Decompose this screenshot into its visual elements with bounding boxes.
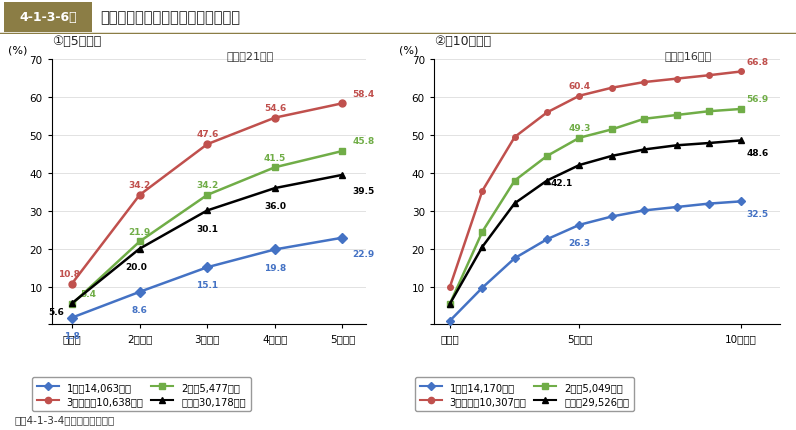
Text: (%): (%) (8, 45, 27, 55)
Text: 8.6: 8.6 (131, 305, 147, 314)
Text: ②　10年以内: ② 10年以内 (434, 35, 491, 48)
Text: 15.1: 15.1 (196, 281, 218, 290)
Text: 54.6: 54.6 (263, 104, 286, 113)
Text: 30.1: 30.1 (197, 224, 218, 233)
Text: 4-1-3-6図: 4-1-3-6図 (19, 11, 76, 24)
Text: 58.4: 58.4 (353, 89, 375, 98)
Bar (4, 3, 92, 32)
Legend: 1度（14,170人）, 3度以上（10,307人）, 2度（5,049人）, 総数（29,526人）: 1度（14,170人）, 3度以上（10,307人）, 2度（5,049人）, … (415, 377, 634, 411)
Text: 66.8: 66.8 (746, 58, 768, 67)
Text: 5.6: 5.6 (48, 307, 64, 316)
Text: 34.2: 34.2 (128, 181, 150, 190)
Text: 21.9: 21.9 (128, 227, 150, 236)
Text: 42.1: 42.1 (551, 179, 573, 188)
Text: 1.8: 1.8 (64, 331, 80, 340)
Text: 出所受刑者の入所度数別累積再入率: 出所受刑者の入所度数別累積再入率 (100, 10, 240, 25)
Text: 60.4: 60.4 (568, 82, 591, 91)
Text: （平成21年）: （平成21年） (227, 51, 274, 61)
Text: 20.0: 20.0 (125, 262, 147, 271)
Text: 39.5: 39.5 (353, 187, 375, 196)
Text: (%): (%) (400, 45, 419, 55)
Text: 32.5: 32.5 (746, 209, 768, 218)
Text: 47.6: 47.6 (196, 130, 218, 139)
Legend: 1度（14,063人）, 3度以上（10,638人）, 2度（5,477人）, 総数（30,178人）: 1度（14,063人）, 3度以上（10,638人）, 2度（5,477人）, … (32, 377, 251, 411)
Text: 22.9: 22.9 (353, 249, 375, 258)
Text: 41.5: 41.5 (263, 153, 286, 162)
Text: 36.0: 36.0 (264, 202, 286, 211)
Text: 10.8: 10.8 (57, 269, 80, 278)
Text: 26.3: 26.3 (568, 239, 591, 248)
Text: ①　5年以内: ① 5年以内 (52, 35, 101, 48)
Text: （平成16年）: （平成16年） (665, 51, 712, 61)
Text: 注　4-1-3-4図の脚注に同じ。: 注 4-1-3-4図の脚注に同じ。 (14, 414, 115, 424)
Text: 49.3: 49.3 (568, 124, 591, 133)
Text: 19.8: 19.8 (263, 263, 286, 272)
Text: 34.2: 34.2 (196, 181, 218, 190)
Text: 5.4: 5.4 (80, 289, 96, 298)
Text: 56.9: 56.9 (746, 95, 768, 104)
Text: 45.8: 45.8 (353, 137, 375, 146)
Text: 48.6: 48.6 (746, 149, 768, 157)
